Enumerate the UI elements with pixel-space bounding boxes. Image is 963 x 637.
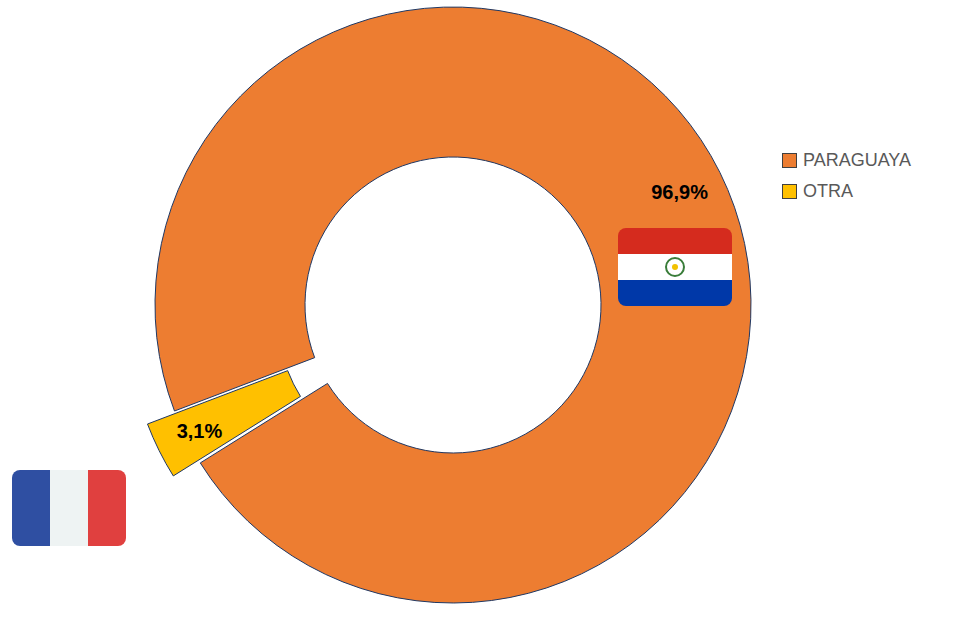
html-text:OTRA: OTRA (803, 181, 853, 201)
html-text:PARAGUAYA: PARAGUAYA (803, 150, 911, 170)
svg-text:3,1%: 3,1% (177, 420, 223, 442)
svg-text:96,9%: 96,9% (651, 181, 708, 203)
